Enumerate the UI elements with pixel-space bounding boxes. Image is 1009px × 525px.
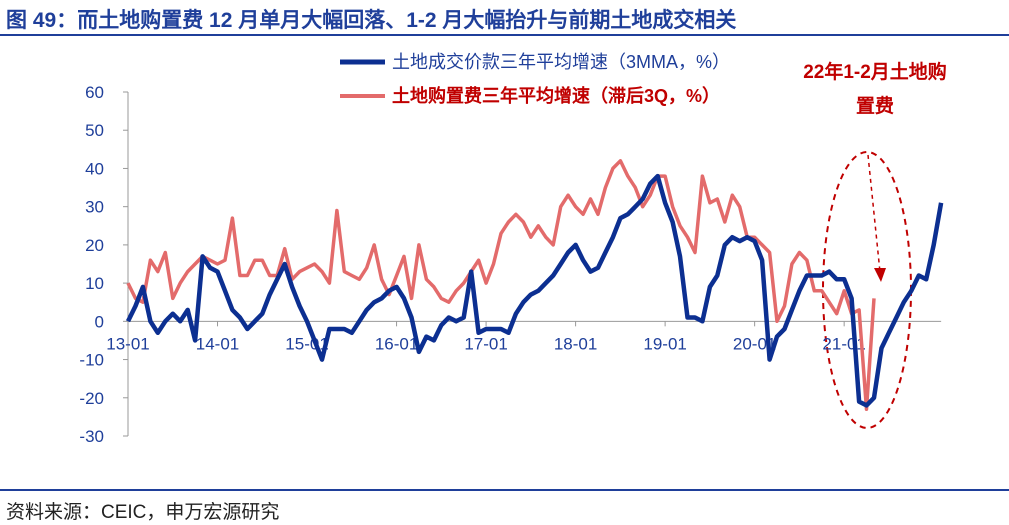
chart-title: 图 49：而土地购置费 12 月单月大幅回落、1-2 月大幅抬升与前期土地成交相… <box>6 9 737 32</box>
y-tick-label: 20 <box>85 236 104 255</box>
y-tick-label: -20 <box>79 389 104 408</box>
x-tick-label: 17-01 <box>464 334 507 353</box>
y-tick-label: -10 <box>79 351 104 370</box>
legend-label: 土地成交价款三年平均增速（3MMA，%） <box>392 52 730 72</box>
series-line <box>125 173 944 408</box>
x-tick-label: 19-01 <box>643 334 686 353</box>
y-tick-label: 60 <box>85 83 104 102</box>
source-note: 资料来源：CEIC，申万宏源研究 <box>6 502 280 523</box>
x-tick-label: 18-01 <box>554 334 597 353</box>
y-tick-label: 50 <box>85 121 104 140</box>
arrow-head <box>874 268 886 282</box>
y-tick-label: 10 <box>85 274 104 293</box>
y-tick-label: -30 <box>79 427 104 446</box>
y-tick-label: 40 <box>85 159 104 178</box>
x-tick-label: 14-01 <box>196 334 239 353</box>
y-tick-label: 0 <box>95 312 104 331</box>
legend-label: 土地购置费三年平均增速（滞后3Q，%） <box>392 85 720 106</box>
x-tick-label: 13-01 <box>106 334 149 353</box>
annotation-arrow <box>867 154 881 273</box>
x-tick-label: 20-01 <box>733 334 776 353</box>
x-tick-label: 16-01 <box>375 334 418 353</box>
y-tick-label: 30 <box>85 198 104 217</box>
annotation: 22年1-2月土地购置费 <box>803 62 947 117</box>
